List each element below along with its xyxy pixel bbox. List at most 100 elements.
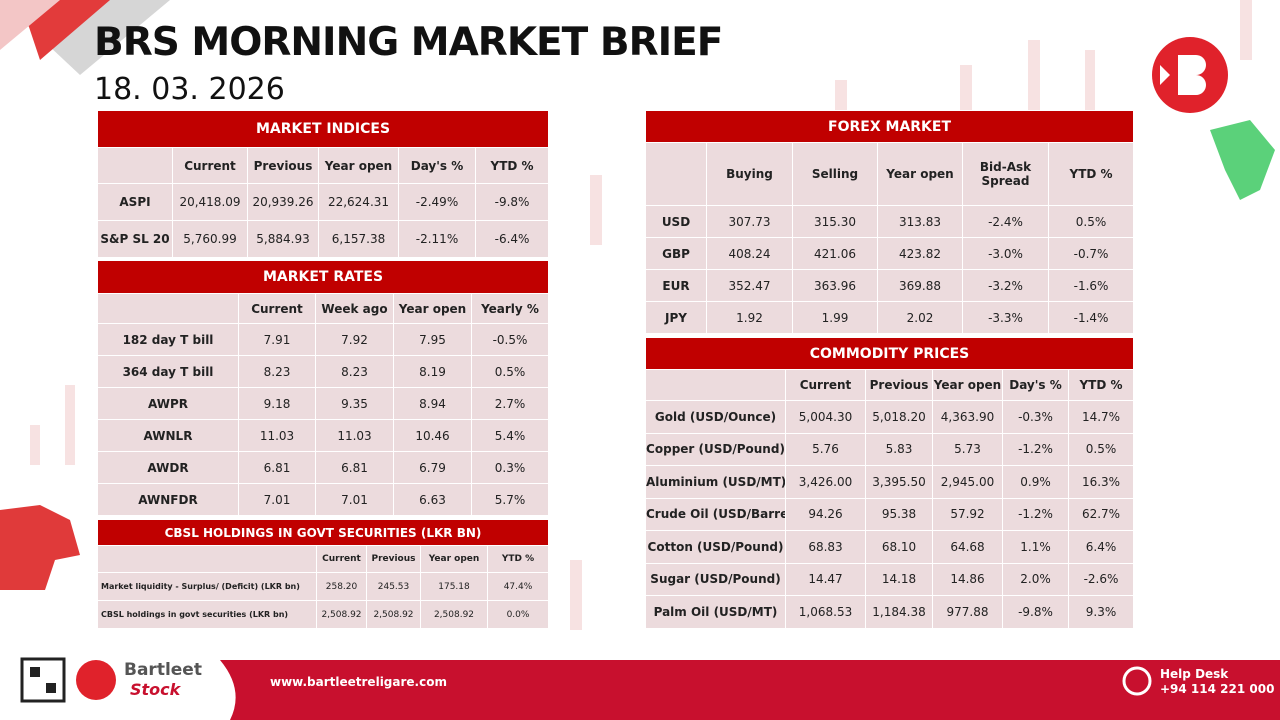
cell: 14.7%	[1067, 400, 1135, 434]
column-header: Week ago	[315, 293, 394, 324]
data-row: GBP 408.24 421.06 423.82 -3.0% -0.7%	[645, 237, 1135, 270]
cell: 315.30	[792, 205, 878, 238]
column-header: YTD %	[474, 147, 550, 184]
cell: 423.82	[877, 237, 963, 270]
cell: 1.1%	[1002, 530, 1069, 564]
data-row: USD 307.73 315.30 313.83 -2.4% 0.5%	[645, 205, 1135, 238]
cell: 7.01	[238, 483, 316, 516]
table-title: CBSL HOLDINGS IN GOVT SECURITIES (LKR BN…	[97, 519, 549, 546]
header-blank	[645, 369, 786, 401]
cell: -3.0%	[962, 237, 1049, 270]
cell: 16.3%	[1067, 465, 1135, 499]
data-row: 182 day T bill 7.91 7.92 7.95 -0.5%	[97, 323, 550, 356]
title: BRS MORNING MARKET BRIEF	[94, 20, 723, 65]
cell: 6.63	[393, 483, 472, 516]
row-label: USD	[645, 205, 707, 238]
logo-mark	[1160, 55, 1206, 95]
qr-part	[46, 683, 56, 693]
cell: 57.92	[932, 497, 1003, 531]
data-row: S&P SL 20 5,760.99 5,884.93 6,157.38 -2.11% -…	[97, 220, 550, 258]
cell: 363.96	[792, 269, 878, 302]
cell: 20,939.26	[247, 183, 319, 221]
cell: 4,363.90	[932, 400, 1003, 434]
cell: 3,426.00	[785, 465, 866, 499]
cell: -2.6%	[1067, 562, 1135, 596]
column-header: YTD %	[1067, 369, 1135, 401]
column-header: Previous	[865, 369, 933, 401]
row-label: CBSL holdings in govt securities (LKR bn…	[97, 600, 317, 629]
cell: 1,068.53	[785, 595, 866, 629]
cell: 64.68	[932, 530, 1003, 564]
cell: 2.02	[877, 301, 963, 334]
data-row: Crude Oil (USD/Barrel) 94.26 95.38 57.92 -1.…	[645, 497, 1135, 531]
qr-code	[20, 657, 66, 703]
cell: 5.83	[865, 432, 933, 466]
row-label: AWNFDR	[97, 483, 239, 516]
data-row: AWNFDR 7.01 7.01 6.63 5.7%	[97, 483, 550, 516]
cell: 421.06	[792, 237, 878, 270]
cell: 369.88	[877, 269, 963, 302]
website-link[interactable]: www.bartleetreligare.com	[270, 675, 447, 689]
cell: -9.8%	[474, 183, 550, 221]
header-row: Buying Selling Year open Bid-Ask Spread YTD …	[645, 142, 1135, 206]
data-row: AWDR 6.81 6.81 6.79 0.3%	[97, 451, 550, 484]
cell: 313.83	[877, 205, 963, 238]
cell: 47.4%	[487, 572, 549, 601]
cell: 0.5%	[470, 355, 550, 388]
data-row: Sugar (USD/Pound) 14.47 14.18 14.86 2.0% -2.6…	[645, 562, 1135, 596]
cell: 408.24	[706, 237, 793, 270]
column-header: Current	[238, 293, 316, 324]
column-header: Year open	[420, 545, 488, 573]
table-title: FOREX MARKET	[644, 110, 1135, 143]
cell: -0.3%	[1002, 400, 1069, 434]
cell: 9.35	[315, 387, 394, 420]
cell: 8.23	[315, 355, 394, 388]
column-header: Day's %	[398, 147, 476, 184]
column-header: Buying	[706, 142, 793, 206]
cell: -3.3%	[962, 301, 1049, 334]
cell: -1.2%	[1002, 497, 1069, 531]
data-row: JPY 1.92 1.99 2.02 -3.3% -1.4%	[645, 301, 1135, 334]
row-label: Palm Oil (USD/MT)	[645, 595, 786, 629]
header-blank	[97, 293, 239, 324]
header-blank	[645, 142, 707, 206]
header-blank	[97, 147, 173, 184]
cell: 7.91	[238, 323, 316, 356]
cell: -1.6%	[1047, 269, 1135, 302]
bull-icon	[1210, 120, 1275, 200]
header-row: Current Previous Year open Day's % YTD %	[645, 369, 1135, 401]
cell: 307.73	[706, 205, 793, 238]
cell: 5.76	[785, 432, 866, 466]
cell: 0.3%	[470, 451, 550, 484]
row-label: Sugar (USD/Pound)	[645, 562, 786, 596]
cell: 14.86	[932, 562, 1003, 596]
header-row: Current Week ago Year open Yearly %	[97, 293, 550, 324]
brand-logo	[76, 660, 116, 700]
cell: 2.7%	[470, 387, 550, 420]
cell: 0.9%	[1002, 465, 1069, 499]
cell: 8.94	[393, 387, 472, 420]
qr-part	[30, 667, 40, 677]
data-row: Market liquidity - Surplus/ (Deficit) (L…	[97, 572, 549, 601]
row-label: Crude Oil (USD/Barrel)	[645, 497, 786, 531]
bear-icon	[0, 505, 80, 590]
cell: -1.2%	[1002, 432, 1069, 466]
cell: 6.4%	[1067, 530, 1135, 564]
cell: 5,004.30	[785, 400, 866, 434]
row-label: Copper (USD/Pound)	[645, 432, 786, 466]
row-label: Market liquidity - Surplus/ (Deficit) (L…	[97, 572, 317, 601]
table-title: MARKET INDICES	[96, 110, 550, 148]
data-row: ASPI 20,418.09 20,939.26 22,624.31 -2.49% -9.…	[97, 183, 550, 221]
cell: -0.5%	[470, 323, 550, 356]
data-row: Palm Oil (USD/MT) 1,068.53 1,184.38 977.88-…	[645, 595, 1135, 629]
cell: 95.38	[865, 497, 933, 531]
column-header: Year open	[393, 293, 472, 324]
cell: 258.20	[316, 572, 367, 601]
cell: 6.81	[238, 451, 316, 484]
corner-shape	[0, 0, 60, 50]
cell: 7.01	[315, 483, 394, 516]
column-header: Day's %	[1002, 369, 1069, 401]
cell: -6.4%	[474, 220, 550, 258]
